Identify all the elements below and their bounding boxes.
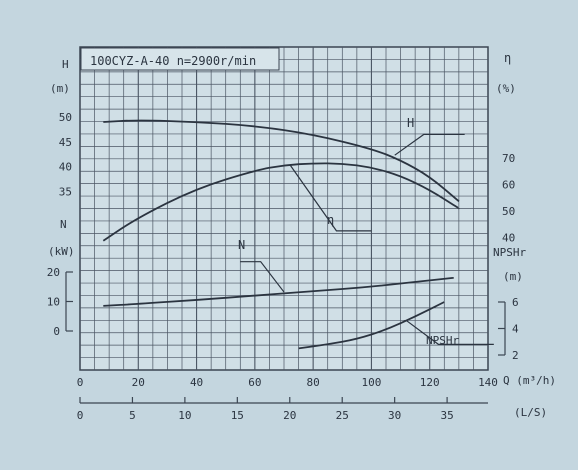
y-axis-npshr-unit: (m) (503, 270, 523, 283)
y-axis-power-label: N (60, 218, 67, 231)
y-axis-head-label: H (62, 58, 69, 71)
series-group (102, 119, 460, 350)
y-tick-label-power: 0 (53, 325, 60, 338)
leader-npshr (406, 320, 494, 345)
y-tick-label-head: 45 (59, 136, 72, 149)
label-h: H (407, 116, 414, 130)
y-tick-label-npshr: 4 (512, 323, 519, 336)
y-axis-power-unit: (kW) (48, 245, 75, 258)
title-box (80, 47, 280, 71)
x-tick-label: 80 (307, 376, 320, 389)
x-tick-label: 40 (190, 376, 203, 389)
y-axis-efficiency-unit: (%) (496, 82, 516, 95)
y-axis-efficiency-label: η (504, 51, 511, 65)
y-tick-label-head: 40 (59, 161, 72, 174)
y-axis-head-unit: (m) (50, 82, 70, 95)
x2-tick-label: 30 (388, 409, 401, 422)
y-tick-label-efficiency: 60 (502, 179, 515, 192)
x-tick-label: 100 (361, 376, 381, 389)
x-tick-label: 140 (478, 376, 498, 389)
leader-h (394, 133, 465, 156)
y-tick-label-power: 10 (47, 296, 60, 309)
series-line-1 (102, 162, 460, 242)
curve-labels: H η N NPSHr (238, 116, 459, 347)
label-eta: η (327, 213, 334, 227)
chart-title: 100CYZ-A-40 n=2900r/min (90, 54, 256, 68)
y-tick-label-npshr: 6 (512, 296, 519, 309)
y-tick-label-efficiency: 70 (502, 152, 515, 165)
leader-n (240, 261, 285, 293)
x2-tick-label: 25 (336, 409, 349, 422)
x-axis-label: Q (m³/h) (503, 374, 556, 387)
label-n: N (238, 238, 245, 252)
y-tick-label-npshr: 2 (512, 349, 519, 362)
x-tick-label: 0 (77, 376, 84, 389)
series-line-3 (298, 301, 445, 350)
y-axis-npshr-label: NPSHr (493, 246, 526, 259)
y-tick-label-head: 35 (59, 185, 72, 198)
leader-lines (240, 133, 494, 345)
x2-tick-label: 10 (178, 409, 191, 422)
label-npshr: NPSHr (426, 334, 459, 347)
x2-tick-label: 0 (77, 409, 84, 422)
y-tick-label-efficiency: 50 (502, 205, 515, 218)
x-tick-label: 20 (132, 376, 145, 389)
x2-tick-label: 5 (129, 409, 136, 422)
grid (80, 47, 488, 370)
leader-eta (289, 164, 372, 232)
x-tick-label: 60 (248, 376, 261, 389)
y-tick-label-power: 20 (47, 266, 60, 279)
x2-axis-label: (L/S) (514, 406, 547, 419)
y-tick-label-efficiency: 40 (502, 232, 515, 245)
series-line-2 (103, 277, 454, 307)
x2-tick-label: 35 (440, 409, 453, 422)
x-tick-label: 120 (420, 376, 440, 389)
series-line-0 (103, 119, 460, 202)
x2-tick-label: 20 (283, 409, 296, 422)
x2-tick-label: 15 (231, 409, 244, 422)
y-tick-label-head: 50 (59, 111, 72, 124)
